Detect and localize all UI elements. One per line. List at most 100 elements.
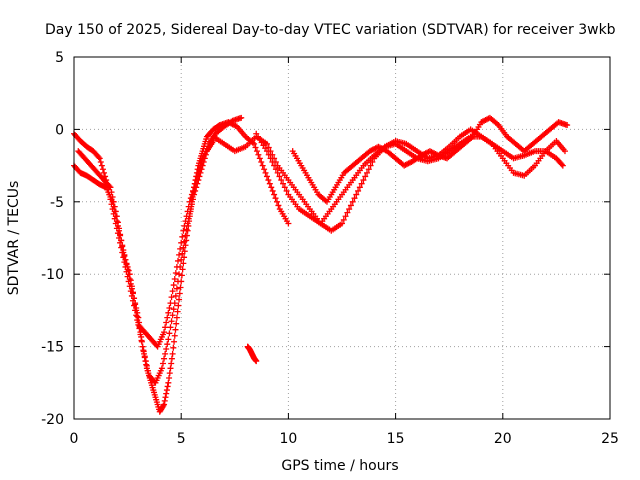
data-point-marker [109, 193, 116, 200]
data-point-marker [118, 244, 125, 251]
data-point-marker [172, 269, 179, 276]
data-point-marker [165, 379, 172, 386]
data-point-marker [119, 243, 126, 250]
data-point-marker [176, 290, 183, 297]
data-point-marker [274, 169, 281, 176]
data-point-marker [344, 209, 351, 216]
data-point-marker [163, 390, 170, 397]
data-point-marker [161, 329, 168, 336]
data-point-marker [170, 306, 177, 313]
data-point-marker [174, 278, 181, 285]
data-point-marker [253, 358, 260, 365]
data-point-marker [133, 307, 140, 314]
data-point-marker [261, 166, 268, 173]
data-point-marker [113, 213, 120, 220]
data-point-marker [193, 184, 200, 191]
x-tick-label: 0 [70, 431, 79, 447]
data-point-marker [272, 195, 279, 202]
data-point-marker [356, 184, 363, 191]
data-point-marker [200, 158, 207, 165]
data-point-marker [161, 397, 168, 404]
y-tick-label: -20 [41, 412, 64, 428]
data-point-marker [258, 158, 265, 165]
data-point-marker [199, 162, 206, 169]
data-point-marker [140, 348, 147, 355]
data-point-marker [351, 195, 358, 202]
data-point-marker [132, 301, 139, 308]
data-point-marker [346, 206, 353, 213]
data-point-marker [137, 331, 144, 338]
data-point-marker [96, 155, 103, 162]
data-point-marker [169, 312, 176, 319]
data-point-marker [252, 144, 259, 151]
data-point-marker [194, 180, 201, 187]
data-point-marker [358, 180, 365, 187]
data-point-marker [173, 285, 180, 292]
data-point-marker [196, 173, 203, 180]
data-point-marker [251, 140, 258, 147]
data-point-marker [171, 276, 178, 283]
data-point-marker [176, 251, 183, 258]
data-point-marker [162, 394, 169, 401]
data-point-marker [174, 308, 181, 315]
data-point-marker [169, 350, 176, 357]
data-point-marker [139, 343, 146, 350]
data-point-marker [168, 318, 175, 325]
data-point-marker [131, 302, 138, 309]
data-point-marker [116, 225, 123, 232]
data-point-marker [126, 271, 133, 278]
data-point-marker [170, 344, 177, 351]
data-point-marker [266, 180, 273, 187]
data-point-marker [167, 324, 174, 331]
data-point-marker [191, 191, 198, 198]
data-point-marker [276, 173, 283, 180]
data-point-marker [364, 169, 371, 176]
data-point-marker [561, 148, 568, 155]
data-point-marker [182, 232, 189, 239]
data-point-marker [162, 324, 169, 331]
data-point-marker [114, 219, 121, 226]
data-point-marker [136, 325, 143, 332]
data-point-marker [265, 151, 272, 158]
data-point-marker [179, 250, 186, 257]
data-point-marker [166, 370, 173, 377]
data-point-marker [166, 374, 173, 381]
x-tick-label: 25 [601, 431, 619, 447]
data-point-marker [185, 215, 192, 222]
data-point-marker [120, 249, 127, 256]
data-point-marker [171, 332, 178, 339]
data-point-marker [179, 233, 186, 240]
data-point-marker [128, 283, 135, 290]
data-point-marker [189, 196, 196, 203]
data-point-marker [175, 302, 182, 309]
data-point-marker [143, 362, 150, 369]
data-point-marker [141, 353, 148, 360]
data-point-marker [365, 166, 372, 173]
data-point-marker [355, 187, 362, 194]
data-point-marker [255, 151, 262, 158]
data-point-marker [165, 309, 172, 316]
data-point-marker [135, 319, 142, 326]
data-point-marker [183, 226, 190, 233]
y-tick-label: -10 [41, 267, 64, 283]
data-point-marker [110, 198, 117, 205]
data-point-marker [176, 296, 183, 303]
data-point-marker [202, 151, 209, 158]
x-tick-label: 10 [279, 431, 297, 447]
data-point-marker [347, 202, 354, 209]
data-point-marker [98, 162, 105, 169]
series-arc-6 [289, 114, 571, 205]
data-point-marker [108, 189, 115, 196]
y-tick-label: -5 [50, 195, 64, 211]
data-point-marker [263, 140, 270, 147]
data-point-marker [342, 213, 349, 220]
data-point-marker [265, 144, 272, 151]
data-point-marker [106, 183, 113, 190]
data-point-marker [367, 162, 374, 169]
data-point-marker [97, 158, 104, 165]
data-point-marker [129, 289, 136, 296]
data-point-marker [177, 245, 184, 252]
data-point-marker [259, 162, 266, 169]
data-point-marker [198, 166, 205, 173]
